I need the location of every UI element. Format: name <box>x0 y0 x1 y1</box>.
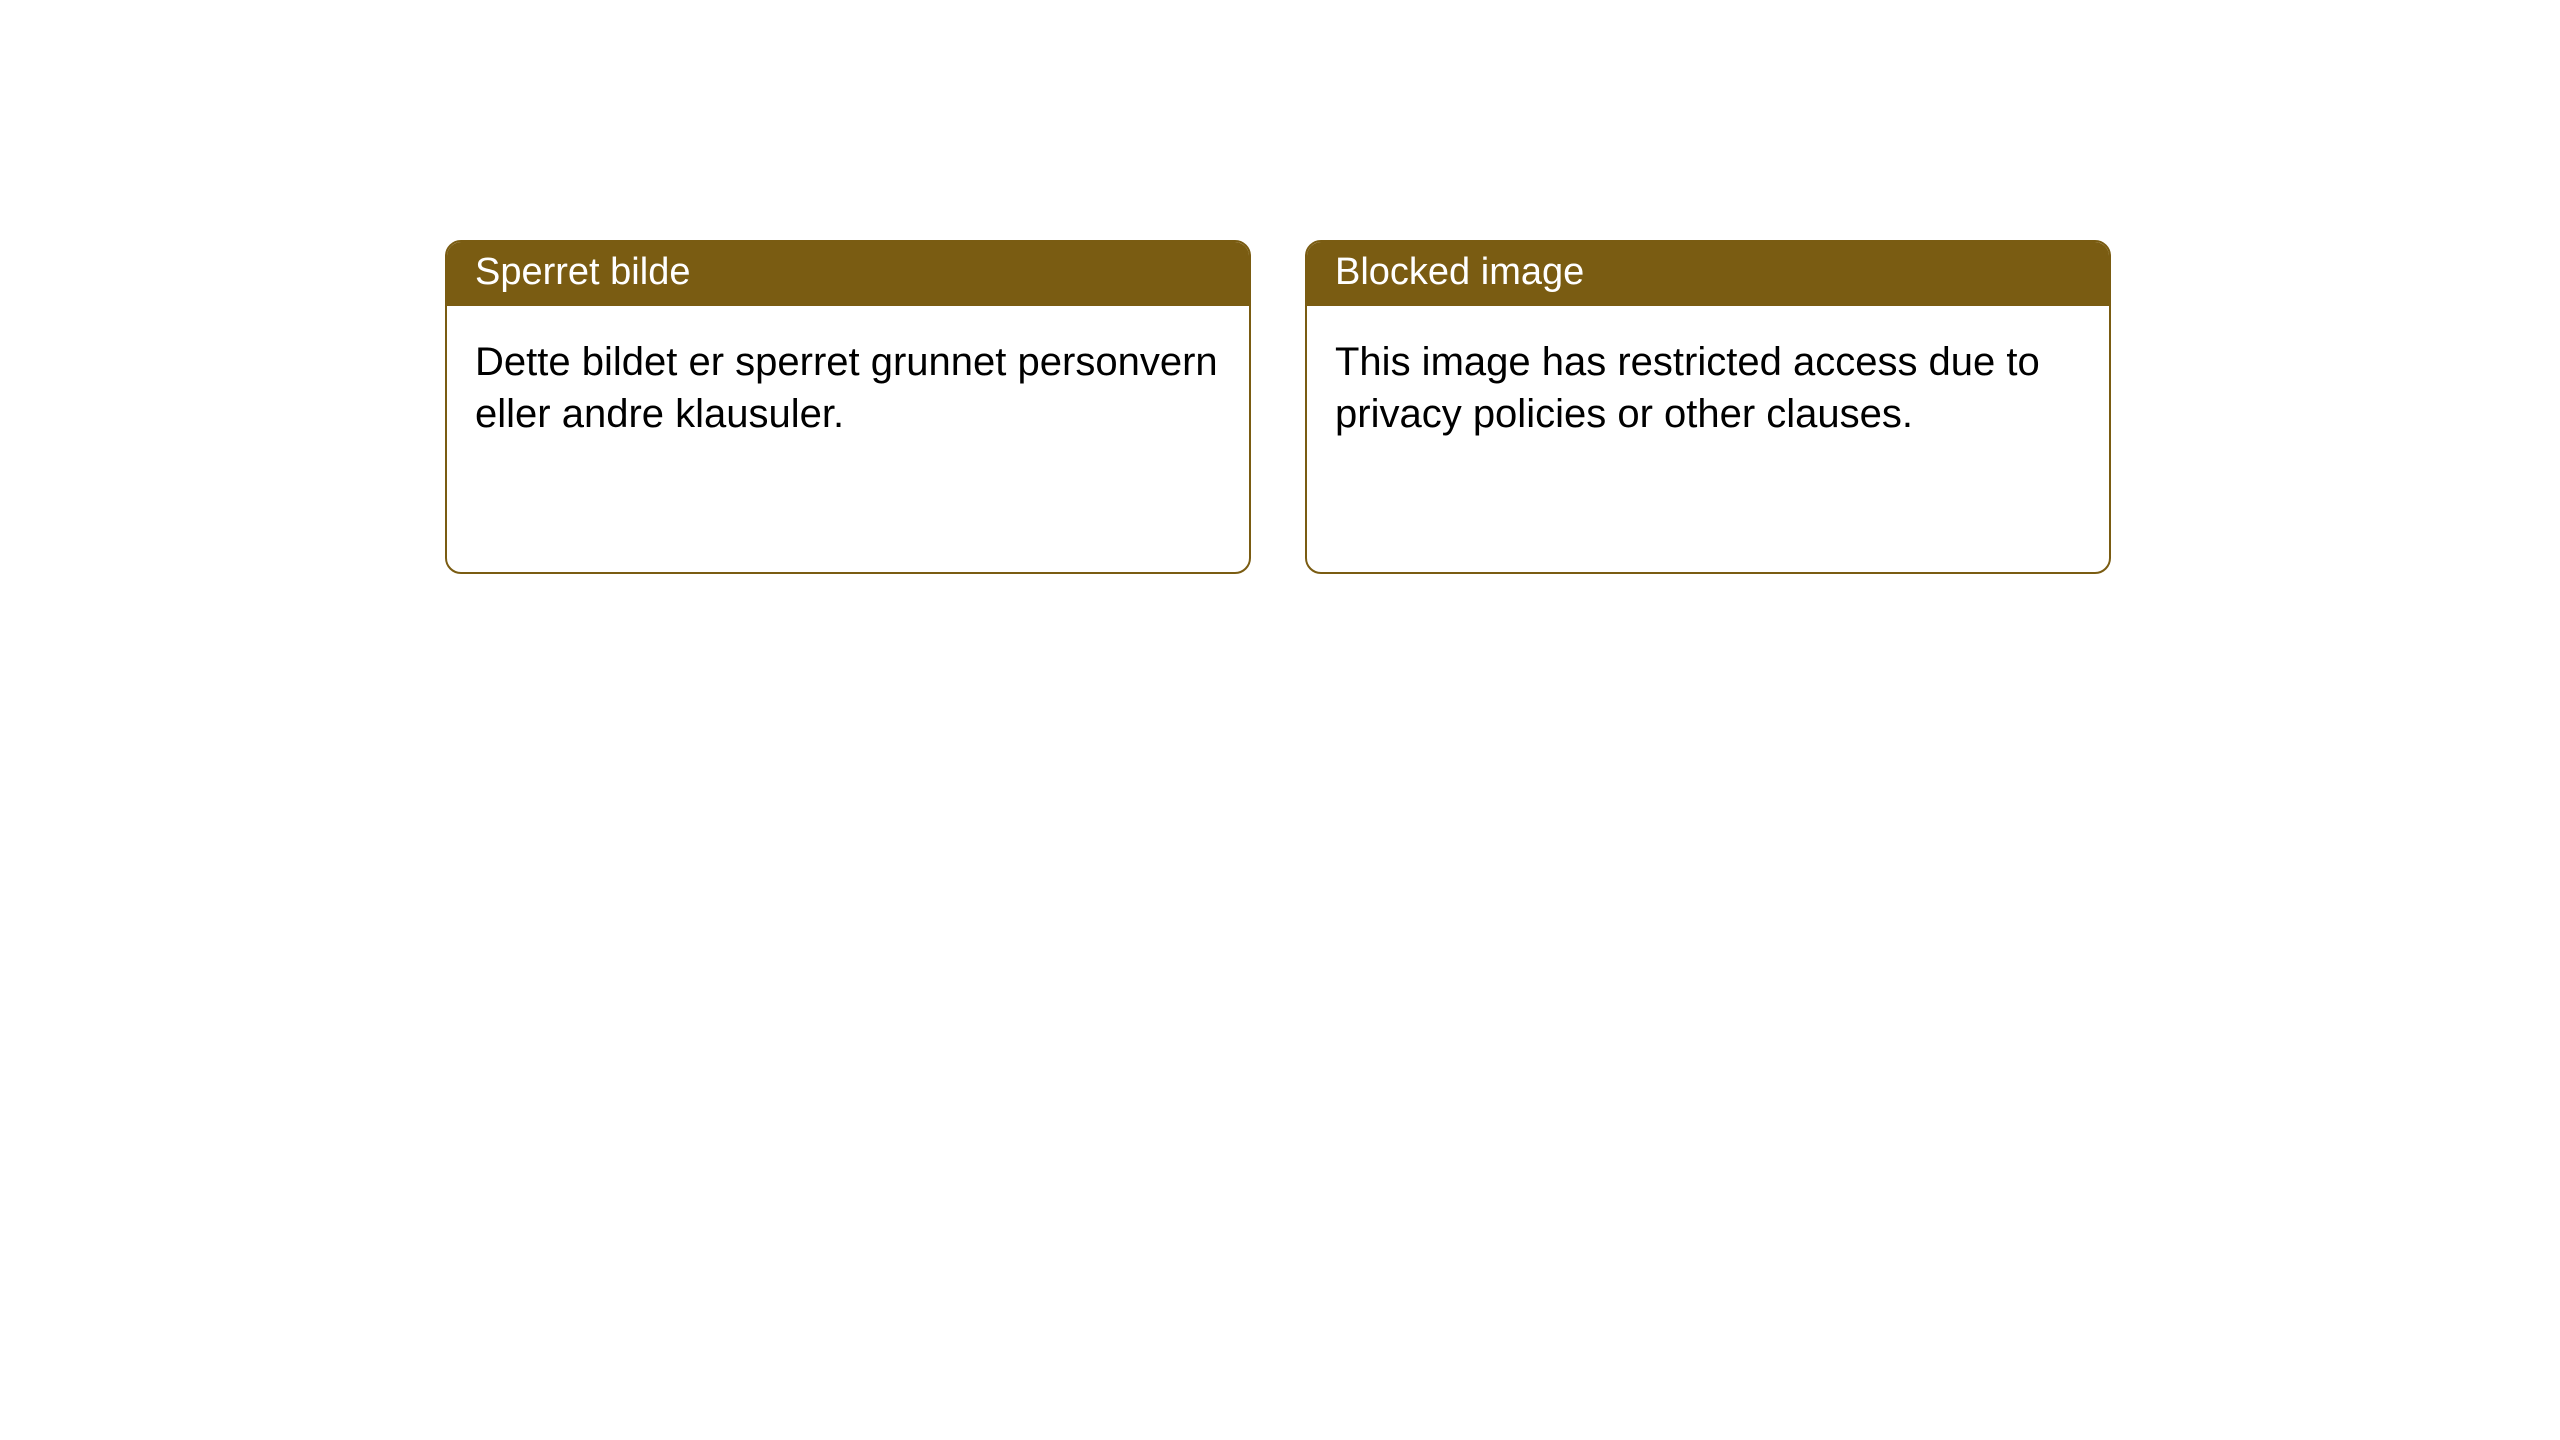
notice-title-english: Blocked image <box>1307 242 2109 306</box>
notice-title-norwegian: Sperret bilde <box>447 242 1249 306</box>
notice-card-english: Blocked image This image has restricted … <box>1305 240 2111 574</box>
notice-card-norwegian: Sperret bilde Dette bildet er sperret gr… <box>445 240 1251 574</box>
notice-container: Sperret bilde Dette bildet er sperret gr… <box>445 240 2111 574</box>
notice-body-norwegian: Dette bildet er sperret grunnet personve… <box>447 306 1249 572</box>
notice-body-english: This image has restricted access due to … <box>1307 306 2109 572</box>
